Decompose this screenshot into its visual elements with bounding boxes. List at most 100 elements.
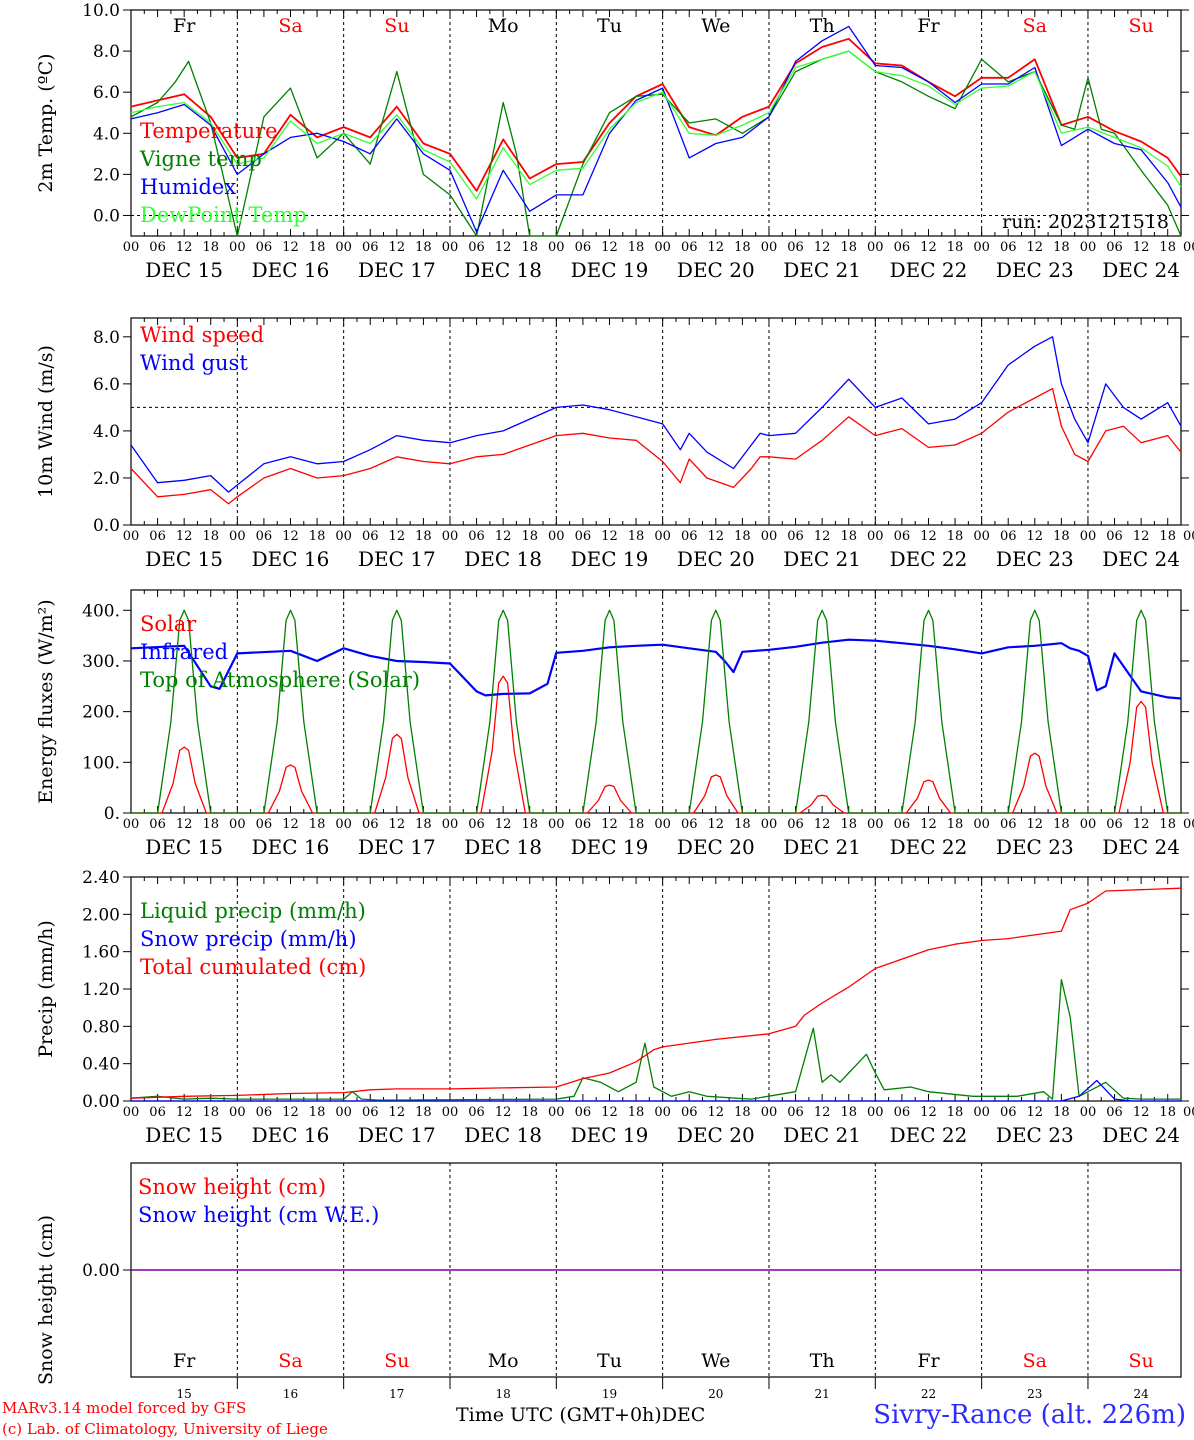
hour-tick-label: 12 xyxy=(1027,1105,1044,1120)
hour-tick-label: 06 xyxy=(1106,240,1123,255)
series-line-0-2 xyxy=(130,25,1182,233)
hour-tick-label: 12 xyxy=(389,817,406,832)
hour-tick-label: 00 xyxy=(654,529,671,544)
hour-tick-label: 18 xyxy=(1053,817,1070,832)
hour-tick-label: 06 xyxy=(256,240,273,255)
hour-tick-label: 00 xyxy=(761,529,778,544)
y-tick-label: 8.0 xyxy=(93,328,120,348)
series-line-3-1 xyxy=(131,1079,1181,1102)
hour-tick-label: 00 xyxy=(1080,529,1097,544)
hour-tick-label: 12 xyxy=(176,529,193,544)
hour-tick-label: 12 xyxy=(601,529,618,544)
date-label: DEC 21 xyxy=(783,835,861,859)
weekday-label-top: Su xyxy=(1128,15,1153,37)
hour-tick-label: 00 xyxy=(123,529,140,544)
hour-tick-label: 12 xyxy=(1027,529,1044,544)
hour-tick-label: 06 xyxy=(362,1105,379,1120)
date-label: DEC 19 xyxy=(571,258,649,282)
panel-frame-1 xyxy=(130,317,1182,526)
hour-tick-label: 12 xyxy=(708,1105,725,1120)
date-label: DEC 21 xyxy=(783,258,861,282)
series-line-0-1 xyxy=(130,50,1182,237)
hour-tick-label: 12 xyxy=(495,1105,512,1120)
series-line-3-0 xyxy=(130,979,1181,1101)
date-label: DEC 22 xyxy=(890,547,968,571)
y-tick-label: 2.0 xyxy=(93,165,120,185)
hour-tick-label: 12 xyxy=(920,1105,937,1120)
legend-entry: Temperature xyxy=(140,119,278,143)
hour-tick-label: 12 xyxy=(1133,529,1150,544)
hour-tick-label: 12 xyxy=(176,240,193,255)
series-line-2-1 xyxy=(130,638,1182,700)
hour-tick-label: 00 xyxy=(123,240,140,255)
hour-tick-label: 12 xyxy=(601,240,618,255)
date-label: DEC 24 xyxy=(1102,258,1180,282)
hour-tick-label: 12 xyxy=(282,817,299,832)
hour-tick-label: 18 xyxy=(840,817,857,832)
hour-tick-label: 06 xyxy=(1000,240,1017,255)
day-number-label: 24 xyxy=(1133,1387,1149,1401)
hour-tick-label: 00 xyxy=(867,1105,884,1120)
weekday-label-top: Fr xyxy=(917,15,940,37)
hour-tick-label: 18 xyxy=(840,240,857,255)
hour-tick-label: 18 xyxy=(734,240,751,255)
hour-tick-label: 18 xyxy=(734,817,751,832)
legend-entry: Solar xyxy=(140,612,197,636)
hour-tick-label: 06 xyxy=(362,529,379,544)
hour-tick-label: 06 xyxy=(362,817,379,832)
hour-tick-label: 18 xyxy=(840,529,857,544)
hour-tick-label: 18 xyxy=(947,529,964,544)
hour-tick-label: 06 xyxy=(681,1105,698,1120)
hour-tick-label: 06 xyxy=(468,529,485,544)
weekday-label-bottom: Tu xyxy=(597,1350,622,1372)
date-label: DEC 18 xyxy=(464,258,542,282)
hour-tick-label: 00 xyxy=(654,1105,671,1120)
hour-tick-label: 00 xyxy=(867,240,884,255)
hour-tick-label: 00 xyxy=(229,1105,246,1120)
hour-tick-label: 12 xyxy=(708,240,725,255)
y-tick-label: 200. xyxy=(82,703,120,723)
hour-tick-label: 18 xyxy=(734,1105,751,1120)
date-label: DEC 19 xyxy=(571,1123,649,1147)
hour-tick-label: 06 xyxy=(894,1105,911,1120)
hour-tick-label: 18 xyxy=(1159,817,1176,832)
hour-tick-label: 00 xyxy=(229,240,246,255)
hour-tick-label: 06 xyxy=(1106,529,1123,544)
hour-tick-label: 00 xyxy=(335,529,352,544)
hour-tick-label: 00 xyxy=(973,529,990,544)
hour-tick-label: 00 xyxy=(335,817,352,832)
weekday-label-top: Tu xyxy=(597,15,622,37)
hour-tick-label: 18 xyxy=(202,529,219,544)
hour-tick-label: 06 xyxy=(894,817,911,832)
hour-tick-label: 06 xyxy=(894,240,911,255)
weekday-label-top: Su xyxy=(384,15,409,37)
hour-tick-label: 12 xyxy=(282,1105,299,1120)
hour-tick-label: 12 xyxy=(1133,1105,1150,1120)
y-axis-label: Energy fluxes (W/m²) xyxy=(35,599,57,803)
date-label: DEC 18 xyxy=(464,1123,542,1147)
hour-tick-label: 18 xyxy=(1053,529,1070,544)
hour-tick-label: 06 xyxy=(1106,1105,1123,1120)
hour-tick-label: 06 xyxy=(575,529,592,544)
date-label: DEC 20 xyxy=(677,547,755,571)
hour-tick-label: 06 xyxy=(787,240,804,255)
hour-tick-label: 06 xyxy=(575,817,592,832)
day-number-label: 22 xyxy=(921,1387,936,1401)
hour-tick-label: 00 xyxy=(1080,1105,1097,1120)
hour-tick-label: 00 xyxy=(867,817,884,832)
hour-tick-label: 18 xyxy=(840,1105,857,1120)
hour-tick-label: 18 xyxy=(628,529,645,544)
day-number-label: 17 xyxy=(389,1387,404,1401)
hour-tick-label: 00 xyxy=(442,817,459,832)
weekday-label-top: Sa xyxy=(1023,15,1047,37)
hour-tick-label: 18 xyxy=(1159,529,1176,544)
hour-tick-label: 06 xyxy=(681,240,698,255)
y-tick-label: 2.00 xyxy=(82,905,120,925)
y-tick-label: 1.60 xyxy=(82,943,120,963)
lab-credit: (c) Lab. of Climatology, University of L… xyxy=(2,1420,328,1438)
hour-tick-label: 00 xyxy=(973,817,990,832)
hour-tick-label: 18 xyxy=(415,817,432,832)
legend-entry: Snow height (cm W.E.) xyxy=(138,1203,379,1227)
hour-tick-label: 18 xyxy=(521,1105,538,1120)
hour-tick-label: 00 xyxy=(548,1105,565,1120)
